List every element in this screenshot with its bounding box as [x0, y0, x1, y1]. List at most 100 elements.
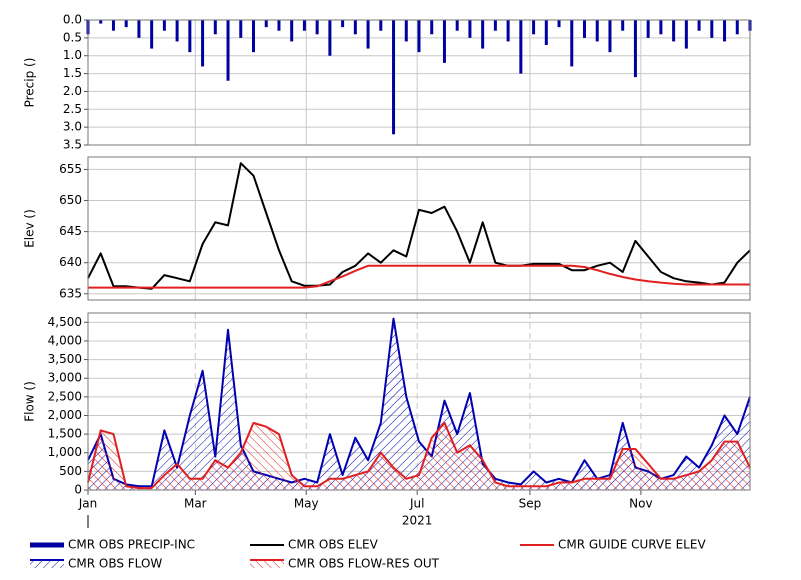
- plot-frame: [87, 19, 751, 146]
- y-axis-label: Precip (): [23, 58, 37, 108]
- bar: [532, 20, 536, 35]
- bar: [442, 20, 446, 63]
- y-tick-label: 0: [74, 483, 82, 497]
- x-tick-label: Jul: [409, 497, 424, 511]
- bar: [735, 20, 739, 35]
- y-tick-label: 0.5: [63, 30, 82, 44]
- bar: [137, 20, 141, 38]
- bar: [213, 20, 217, 35]
- bar: [557, 20, 561, 28]
- bar: [341, 20, 345, 28]
- bar: [659, 20, 663, 35]
- bar: [252, 20, 255, 53]
- bar: [455, 20, 459, 31]
- plot-frame: [87, 312, 751, 491]
- legend-label: CMR OBS FLOW-RES OUT: [288, 557, 440, 571]
- area: [88, 318, 750, 490]
- y-tick-label: 645: [59, 224, 82, 238]
- plot-frame: [87, 156, 751, 301]
- bar: [493, 20, 497, 31]
- y-tick-label: 655: [59, 162, 82, 176]
- bar: [188, 20, 192, 53]
- y-tick-label: 1,000: [48, 445, 82, 459]
- x-tick-label: Sep: [519, 497, 542, 511]
- y-tick-label: 2.0: [63, 84, 82, 98]
- bar: [239, 20, 243, 38]
- y-tick-label: 3,000: [48, 371, 82, 385]
- bar: [621, 20, 625, 31]
- y-tick-label: 3.0: [63, 120, 82, 134]
- x-tick-label: Jan: [78, 497, 98, 511]
- bar: [264, 20, 268, 28]
- bar: [302, 20, 306, 31]
- bar: [417, 20, 421, 53]
- bar: [672, 20, 676, 42]
- y-axis-label: Flow (): [23, 381, 37, 422]
- y-tick-label: 1.5: [63, 66, 82, 80]
- y-tick-label: 0.0: [63, 13, 82, 27]
- line: [88, 264, 750, 289]
- bar: [392, 20, 396, 135]
- bar: [366, 20, 370, 49]
- bar: [684, 20, 688, 49]
- bar: [99, 20, 103, 24]
- y-tick-label: 4,500: [48, 315, 82, 329]
- legend-swatch: [30, 560, 64, 568]
- y-tick-label: 1,500: [48, 427, 82, 441]
- y-tick-label: 2,500: [48, 389, 82, 403]
- x-tick-label: Mar: [184, 497, 207, 511]
- bar: [697, 20, 701, 31]
- bar: [583, 20, 586, 38]
- bar: [519, 20, 523, 74]
- bar: [646, 20, 650, 38]
- y-tick-label: 2.5: [63, 102, 82, 116]
- bar: [162, 20, 166, 31]
- bar: [608, 20, 612, 53]
- y-tick-label: 640: [59, 255, 82, 269]
- y-tick-label: 4,000: [48, 333, 82, 347]
- line: [87, 421, 751, 490]
- y-axis-label: Elev (): [23, 209, 37, 248]
- x-tick-label: May: [294, 497, 319, 511]
- bar: [315, 20, 319, 35]
- bar: [633, 20, 637, 78]
- bar: [226, 20, 230, 81]
- x-axis-label: 2021: [402, 514, 433, 528]
- y-tick-label: 2,000: [48, 408, 82, 422]
- bar: [570, 20, 574, 67]
- bar: [353, 20, 357, 35]
- bar: [595, 20, 599, 42]
- y-tick-label: 635: [59, 286, 82, 300]
- bar: [175, 20, 179, 42]
- legend-label: CMR OBS FLOW: [68, 557, 162, 571]
- y-tick-label: 650: [59, 193, 82, 207]
- x-tick-label: Nov: [629, 497, 652, 511]
- bar: [404, 20, 408, 42]
- bar: [544, 20, 548, 45]
- bar: [290, 20, 294, 42]
- bar: [150, 20, 154, 49]
- legend-label: CMR GUIDE CURVE ELEV: [558, 538, 706, 552]
- line: [87, 162, 751, 290]
- bar: [277, 20, 281, 31]
- legend-label: CMR OBS PRECIP-INC: [68, 538, 195, 552]
- bar: [430, 20, 434, 35]
- bar: [379, 20, 383, 31]
- y-tick-label: 3,500: [48, 352, 82, 366]
- y-tick-label: 1.0: [63, 48, 82, 62]
- bar: [124, 20, 128, 28]
- y-tick-label: 3.5: [63, 138, 82, 152]
- legend-swatch: [250, 560, 284, 568]
- bar: [201, 20, 205, 67]
- plot-area: [88, 157, 750, 300]
- bar: [506, 20, 510, 42]
- area: [88, 422, 750, 490]
- legend-label: CMR OBS ELEV: [288, 538, 379, 552]
- bar: [111, 20, 115, 31]
- bar: [328, 20, 332, 56]
- bar: [481, 20, 485, 49]
- y-tick-label: 500: [59, 464, 82, 478]
- bar: [710, 20, 714, 38]
- bar: [723, 20, 727, 42]
